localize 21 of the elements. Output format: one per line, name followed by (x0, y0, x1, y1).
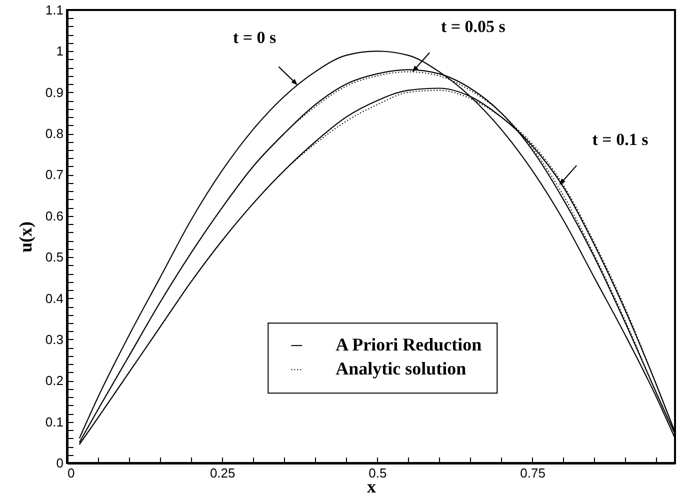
y-tick-label: 0.7 (45, 167, 64, 182)
y-tick-label: 0.3 (45, 332, 64, 347)
annotation: t = 0.05 s (440, 16, 506, 36)
y-tick-label: 0 (56, 456, 64, 470)
x-tick-label: 0.25 (210, 466, 236, 480)
annotation: t = 0 s (232, 28, 277, 48)
y-tick-label: 0.6 (45, 208, 64, 224)
legend-label: Analytic solution (336, 358, 466, 379)
y-tick-label: 0.2 (45, 373, 64, 388)
y-tick-label: 0.1 (45, 414, 64, 430)
x-tick-label: 0.75 (520, 466, 546, 480)
y-tick-label: 0.5 (45, 250, 64, 265)
y-tick-label: 0.8 (45, 126, 64, 142)
annotation: t = 0.1 s (592, 130, 649, 149)
y-tick-label: 0.4 (45, 290, 64, 306)
y-axis-title: u(x) (15, 221, 36, 252)
x-tick-label: 0 (68, 466, 75, 480)
y-tick-label: 1.1 (45, 2, 64, 18)
y-tick-label: 0.9 (45, 84, 64, 100)
legend-label: A Priori Reduction (336, 334, 482, 355)
y-tick-label: 1 (56, 44, 64, 59)
